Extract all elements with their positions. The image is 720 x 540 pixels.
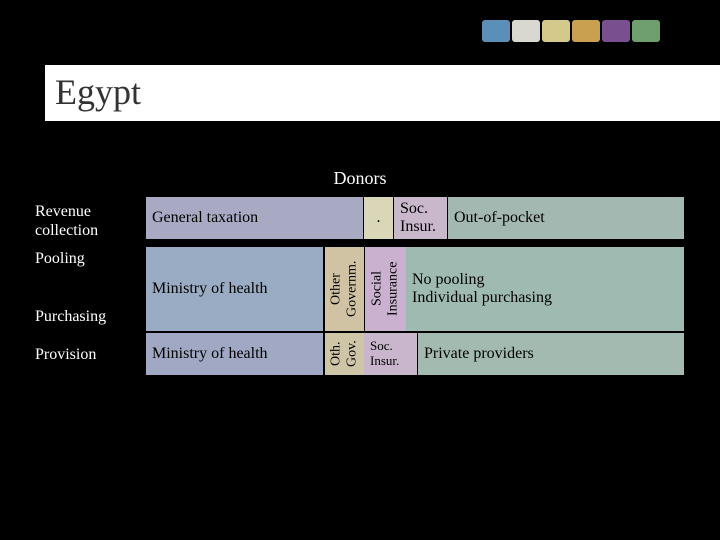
cell-moh: Ministry of health: [146, 247, 324, 331]
donors-label: Donors: [0, 168, 720, 189]
header-icon: [542, 20, 570, 42]
cell-prov_priv: Private providers: [418, 333, 684, 375]
header-icon: [602, 20, 630, 42]
cell-gentax: General taxation: [146, 197, 364, 239]
cell-othgov: Other Governm.: [324, 247, 364, 331]
header-icon-strip: [482, 20, 660, 42]
cell-nopool: No pooling Individual purchasing: [406, 247, 684, 331]
cell-prov_moh: Ministry of health: [146, 333, 324, 375]
slide-title: Egypt: [45, 65, 720, 121]
cell-prov_soc: Soc. Insur.: [364, 333, 418, 375]
header-icon: [512, 20, 540, 42]
cell-dot: .: [364, 197, 394, 239]
row-pooling-purchasing: Pooling Purchasing Ministry of healthOth…: [35, 246, 685, 332]
header-icon: [482, 20, 510, 42]
row-provision: Provision Ministry of healthOth. Gov.Soc…: [35, 332, 685, 376]
row-revenue-collection: Revenue collection General taxation.Soc.…: [35, 196, 685, 246]
header-icon: [632, 20, 660, 42]
cell-social: Social Insurance: [364, 247, 406, 331]
header-icon: [572, 20, 600, 42]
row-label-provision: Provision: [35, 332, 145, 376]
row-label-purchasing: Purchasing: [35, 308, 141, 326]
row-label-pooling: Pooling: [35, 250, 141, 268]
row-label-revenue: Revenue collection: [35, 196, 145, 246]
health-financing-diagram: Revenue collection General taxation.Soc.…: [35, 196, 685, 376]
cell-prov_oth: Oth. Gov.: [324, 333, 364, 375]
cell-oop: Out-of-pocket: [448, 197, 684, 239]
cell-socins: Soc. Insur.: [394, 197, 448, 239]
